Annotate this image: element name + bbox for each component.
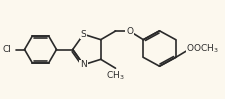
Text: O: O [126,27,133,36]
Text: S: S [81,30,86,39]
Text: OCH$_3$: OCH$_3$ [194,42,219,55]
Text: CH$_3$: CH$_3$ [106,69,125,82]
Text: Cl: Cl [2,45,11,54]
Text: O: O [187,44,194,53]
Text: N: N [80,60,87,69]
